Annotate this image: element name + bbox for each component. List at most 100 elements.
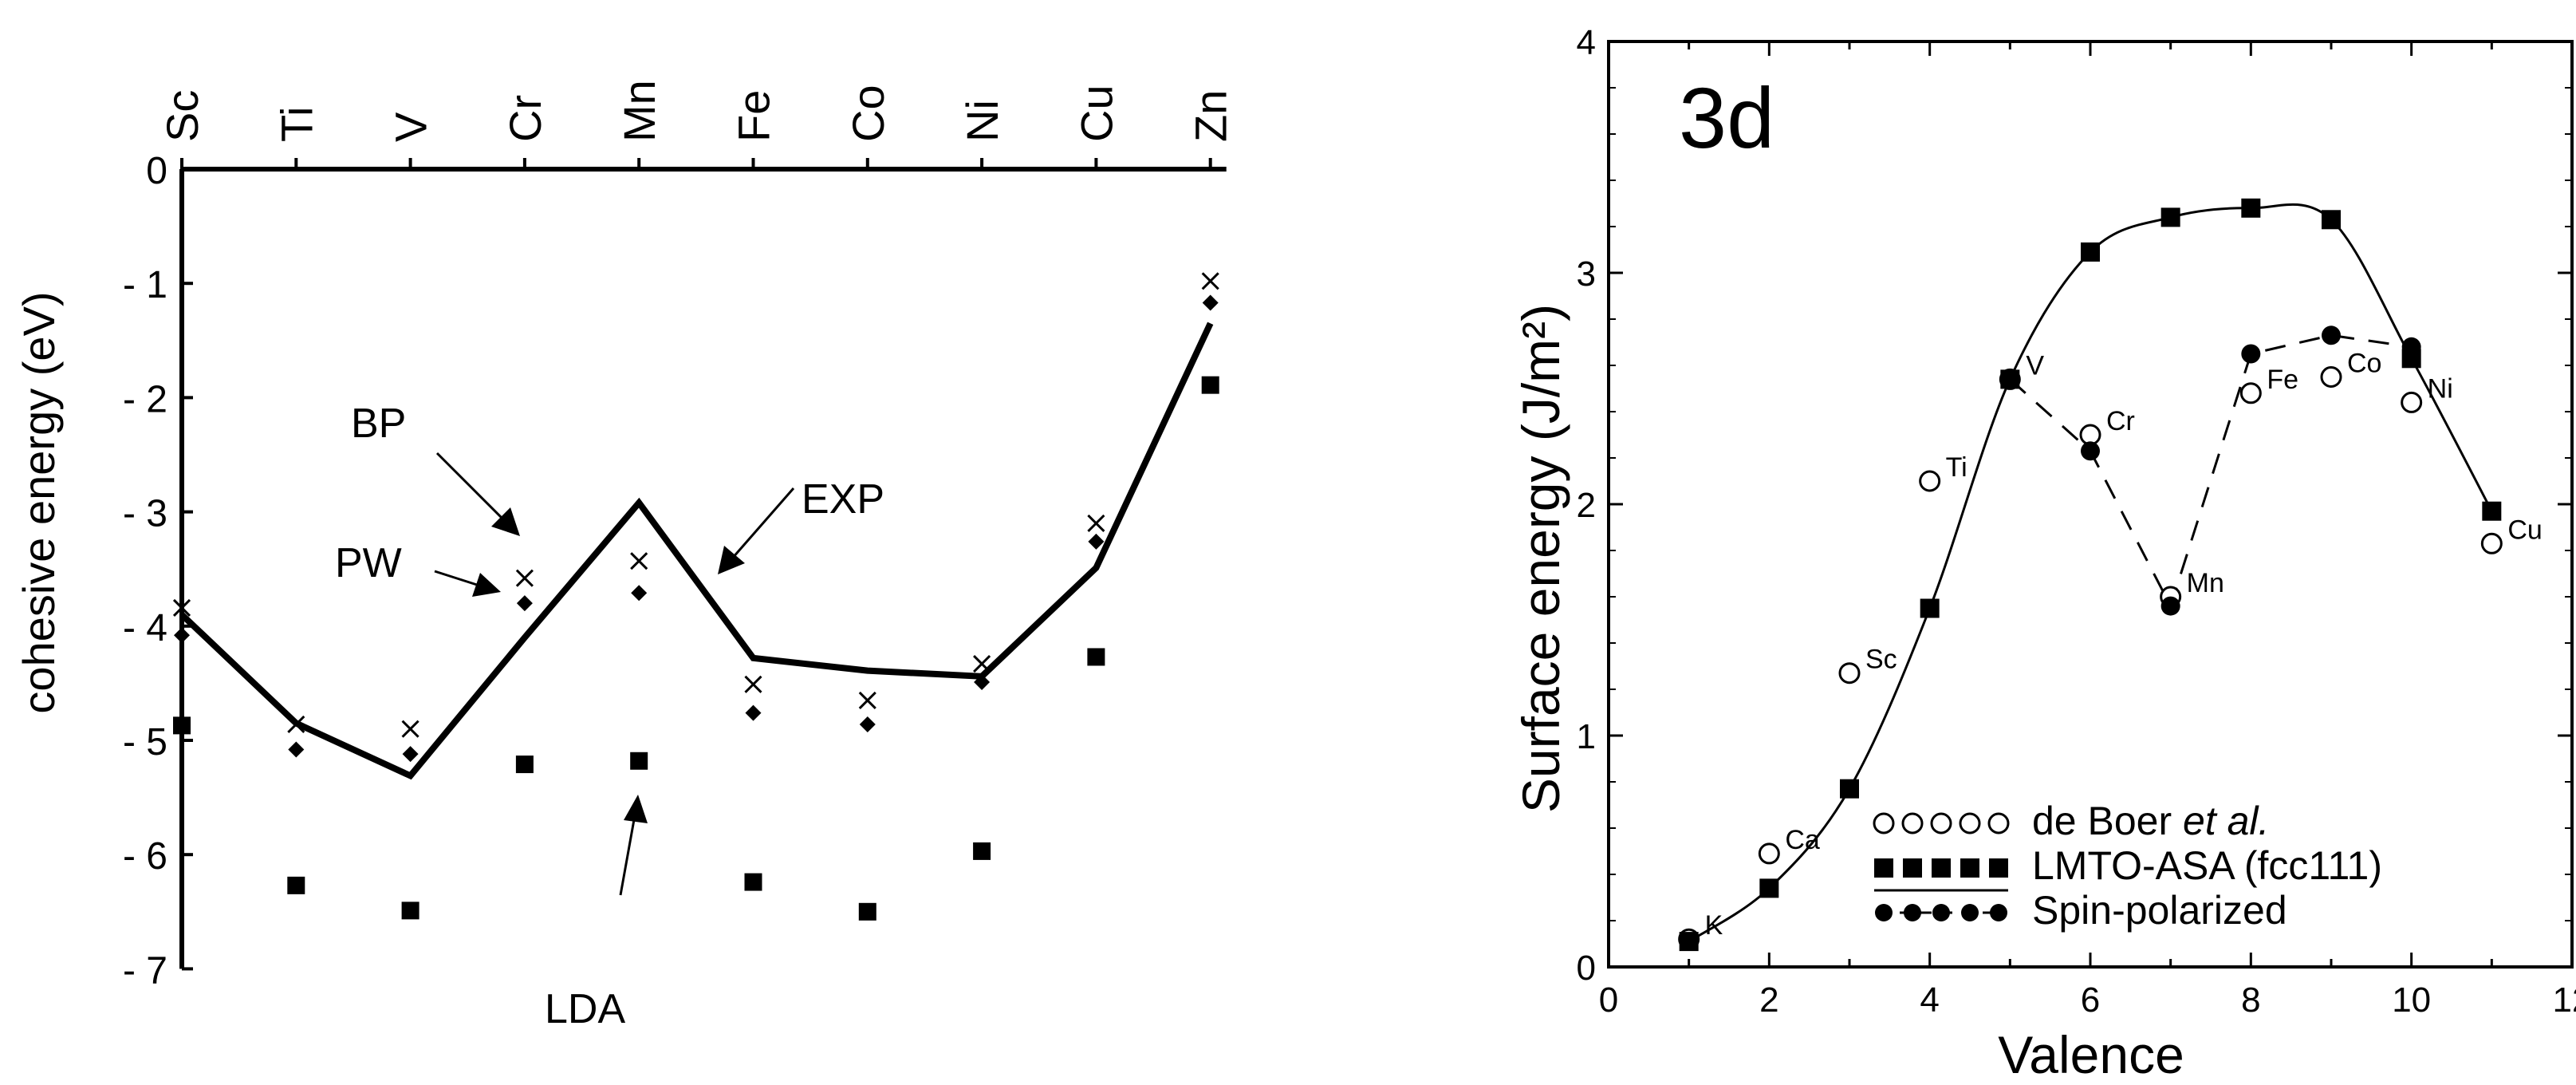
arrow-pw-head	[472, 573, 501, 597]
lda-square-point	[173, 716, 191, 735]
lmto-square-point	[2160, 207, 2180, 227]
de-boer-open-circle	[1758, 842, 1780, 865]
pw-diamond-point	[1202, 294, 1219, 311]
legend-square	[1960, 858, 1979, 878]
right-x-axis-label: Valence	[1998, 1025, 2184, 1084]
element-label: Cr	[2106, 406, 2135, 436]
y-tick-label: 0	[1577, 949, 1596, 988]
pw-diamond-point	[859, 716, 876, 732]
x-tick-label: 10	[2392, 980, 2431, 1020]
x-tick-label: Ni	[957, 100, 1007, 142]
right-y-axis-label: Surface energy (J/m²)	[1511, 304, 1570, 813]
lda-square-point	[744, 873, 762, 891]
left-series	[172, 272, 1219, 921]
spin-polarized-dashed-line	[2009, 333, 2412, 610]
pw-diamond-point	[1088, 533, 1105, 550]
y-tick-label: 4	[1577, 23, 1596, 62]
lmto-square-point	[2322, 210, 2341, 230]
lmto-square-point	[1759, 878, 1779, 898]
arrow-lda-head	[624, 795, 648, 823]
pw-diamond-point	[745, 704, 762, 721]
legend-label: Spin-polarized	[2032, 888, 2287, 933]
legend-open-circle	[1930, 812, 1952, 834]
bp-cross-point	[1201, 272, 1219, 290]
right-series	[1678, 198, 2503, 952]
spin-polarized-point	[2241, 344, 2261, 364]
arrow-pw	[434, 570, 478, 586]
y-tick-label: 2	[1577, 486, 1596, 525]
x-tick-label: Ti	[271, 106, 321, 142]
element-label: Ca	[1785, 825, 1820, 855]
x-tick-label: Cu	[1071, 85, 1121, 142]
legend-square	[1874, 858, 1893, 878]
surface-energy-chart: 02468101201234 3d Valence Surface energy…	[1511, 23, 2576, 1084]
lmto-square-point	[2482, 501, 2502, 521]
spin-polarized-point	[2160, 596, 2180, 616]
lda-square-point	[630, 752, 648, 770]
lmto-square-point	[1840, 779, 1859, 799]
spin-polarized-point	[2081, 441, 2100, 461]
element-label: Ti	[1946, 452, 1967, 483]
arrow-bp	[435, 452, 510, 527]
y-tick-label: - 1	[123, 264, 167, 306]
spin-polarized-point	[2000, 369, 2020, 389]
lda-square-point	[515, 756, 534, 774]
bp-cross-point	[1087, 514, 1105, 532]
left-y-axis-label: cohesive energy (eV)	[14, 291, 64, 713]
lda-square-point	[401, 902, 419, 920]
x-tick-label: V	[386, 112, 436, 142]
lda-square-point	[973, 842, 991, 860]
x-tick-label: Zn	[1186, 90, 1236, 142]
cohesive-energy-chart: Sc Ti V Cr Mn Fe Co Ni Cu Zn 0 - 1 - 2 - 3 - 4 - 5 - 6 -…	[14, 80, 1236, 1032]
y-tick-label: 1	[1577, 717, 1596, 756]
element-label: Mn	[2187, 568, 2224, 598]
x-tick-label: 8	[2241, 980, 2260, 1020]
x-tick-label: Fe	[729, 90, 779, 142]
pw-diamond-point	[402, 746, 419, 763]
lmto-square-point	[2081, 242, 2100, 262]
arrow-lda	[619, 815, 636, 896]
x-tick-label: Mn	[614, 80, 664, 142]
y-tick-label: - 5	[123, 721, 167, 763]
legend-open-circle	[1901, 812, 1924, 834]
bp-cross-point	[172, 598, 191, 617]
bp-cross-point	[744, 675, 762, 693]
bp-cross-point	[858, 691, 876, 709]
y-tick-label: - 4	[123, 607, 167, 649]
arrow-exp	[731, 487, 795, 559]
legend-label: de Boer et al.	[2032, 799, 2269, 843]
de-boer-open-circle	[1838, 662, 1861, 685]
y-tick-label: 0	[146, 150, 167, 192]
arrow-bp-head	[491, 507, 520, 536]
annotation-bp: BP	[351, 400, 406, 447]
y-tick-label: - 2	[123, 378, 167, 420]
element-label: Cu	[2507, 515, 2542, 545]
y-tick-label: - 3	[123, 493, 167, 535]
pw-diamond-point	[631, 585, 648, 602]
x-tick-label: 6	[2081, 980, 2100, 1020]
legend-open-circle	[1959, 812, 1981, 834]
de-boer-open-circle	[2401, 391, 2423, 413]
lmto-square-point	[1920, 598, 1940, 618]
bp-cross-point	[973, 654, 991, 673]
legend-square	[1903, 858, 1922, 878]
x-tick-label: Cr	[500, 95, 550, 142]
annotation-lda: LDA	[545, 986, 625, 1032]
de-boer-open-circle	[2320, 366, 2342, 388]
right-legend: de Boer et al.LMTO-ASA (fcc111)Spin-pola…	[1873, 799, 2382, 933]
element-label: V	[2026, 350, 2044, 381]
spin-polarized-point	[2322, 326, 2341, 345]
lda-square-point	[1087, 648, 1105, 666]
y-tick-label: - 6	[123, 835, 167, 878]
lda-square-point	[1201, 376, 1219, 394]
de-boer-open-circle	[2480, 532, 2503, 554]
x-tick-label: 0	[1599, 980, 1618, 1020]
legend-square	[1932, 858, 1951, 878]
legend-filled-circle	[1990, 904, 2007, 921]
x-tick-label: 12	[2553, 980, 2576, 1020]
left-x-ticks: Sc Ti V Cr Mn Fe Co Ni Cu Zn	[157, 80, 1236, 169]
spin-polarized-point	[2401, 337, 2421, 357]
lmto-square-point	[1679, 932, 1699, 952]
pw-diamond-point	[174, 627, 190, 644]
